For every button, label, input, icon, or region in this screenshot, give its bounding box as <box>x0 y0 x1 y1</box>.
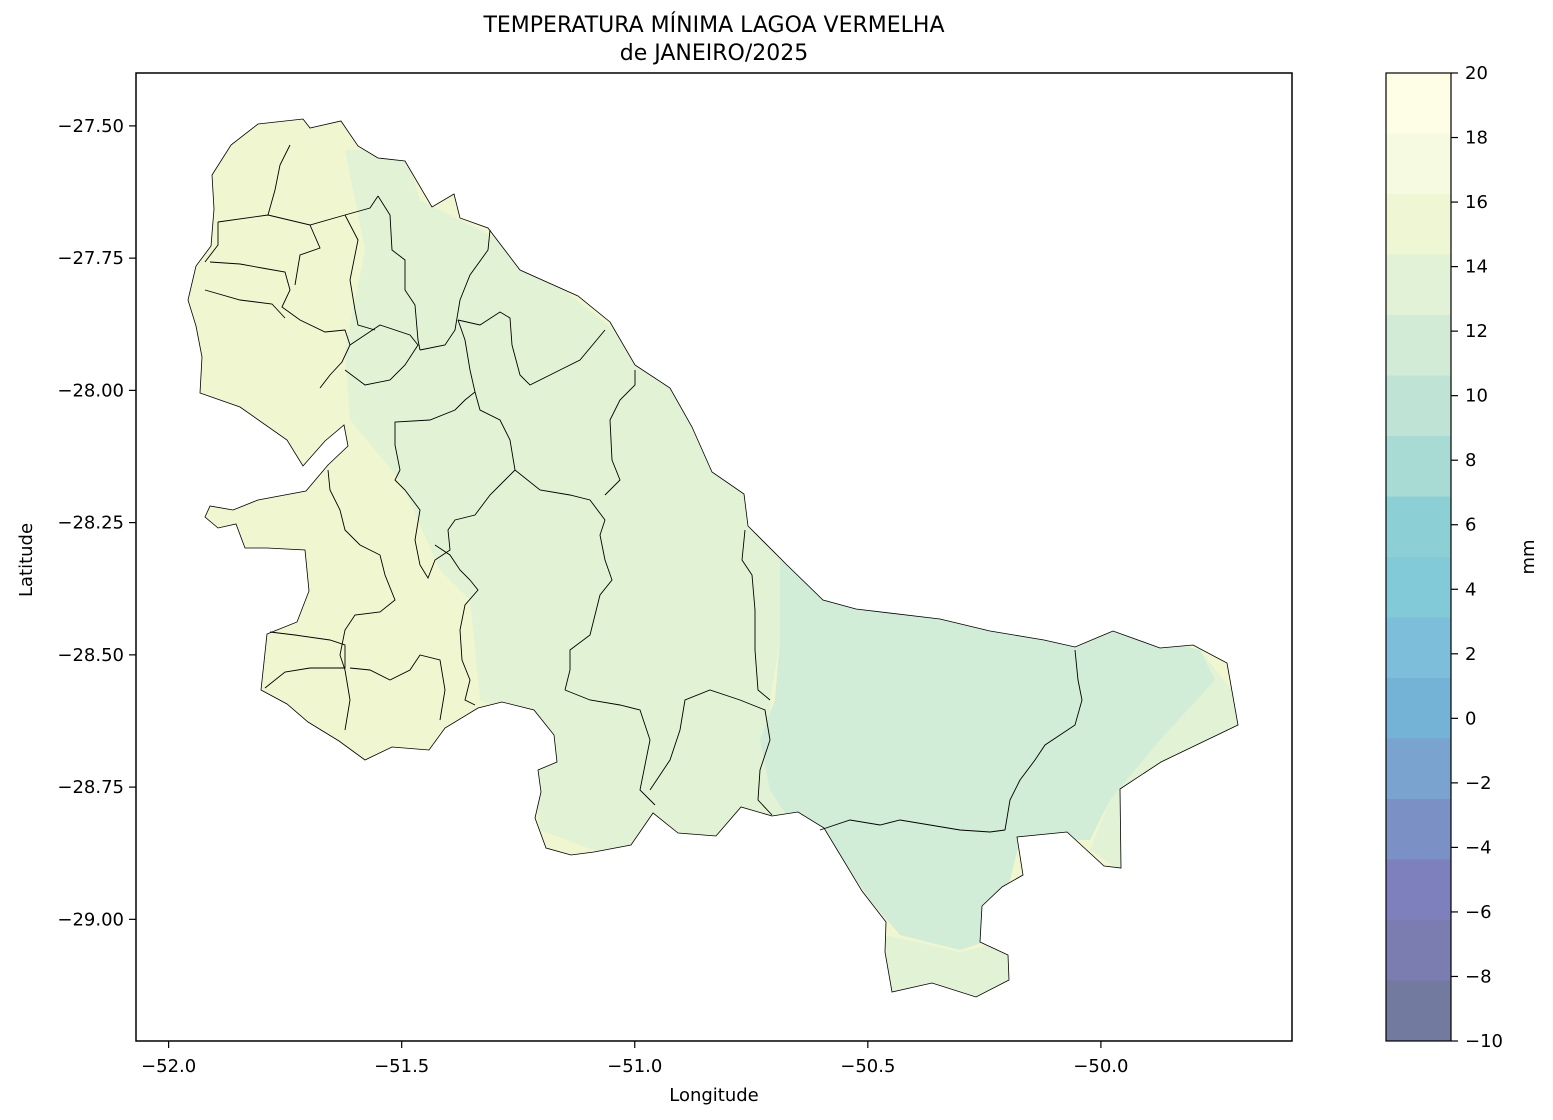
colorbar-band <box>1386 315 1451 376</box>
boundary-line <box>394 319 516 580</box>
colorbar-tick-label: 4 <box>1465 579 1476 600</box>
y-tick-label: −28.25 <box>57 513 124 534</box>
y-tick-label: −27.75 <box>57 248 124 269</box>
colorbar-band <box>1386 738 1451 800</box>
colorbar-band <box>1386 73 1451 134</box>
colorbar-band <box>1386 859 1451 921</box>
x-tick-label: −51.0 <box>607 1056 662 1077</box>
colorbar-tick-label: 12 <box>1465 321 1488 342</box>
boundary-line <box>419 229 491 351</box>
colorbar-tick-label: −2 <box>1465 773 1492 794</box>
boundary-line <box>204 222 219 263</box>
colorbar-tick-label: 18 <box>1465 128 1488 149</box>
boundary-line <box>564 689 656 806</box>
boundary-line <box>741 529 771 701</box>
x-tick-label: −52.0 <box>141 1056 196 1077</box>
boundary-line <box>344 324 419 386</box>
colorbar-tick-label: 6 <box>1465 515 1476 536</box>
boundary-line <box>204 289 286 319</box>
boundary-line <box>474 391 606 521</box>
y-axis-ticks: −27.50 −27.75 −28.00 −28.25 −28.50 −28.75 −29.… <box>57 116 136 930</box>
colorbar-band <box>1386 194 1451 255</box>
boundary-line <box>217 195 379 226</box>
y-tick-label: −28.50 <box>57 645 124 666</box>
colorbar-band <box>1386 617 1451 679</box>
colorbar-tick-label: −6 <box>1465 902 1492 923</box>
colorbar-tick-label: 20 <box>1465 63 1488 84</box>
chart-title-line-2: de JANEIRO/2025 <box>619 41 809 66</box>
boundary-line <box>294 224 321 286</box>
colorbar-band <box>1386 436 1451 497</box>
temperature-zone-center <box>345 150 800 860</box>
colorbar <box>1386 73 1451 1042</box>
boundary-line <box>264 631 346 689</box>
colorbar-tick-label: 8 <box>1465 450 1476 471</box>
boundary-line <box>819 819 1006 833</box>
colorbar-label: mm <box>1518 539 1539 574</box>
colorbar-tick-label: −8 <box>1465 966 1492 987</box>
colorbar-tick-label: 0 <box>1465 708 1476 729</box>
colorbar-band <box>1386 799 1451 860</box>
colorbar-tick-label: −10 <box>1465 1031 1503 1052</box>
boundary-line <box>564 519 613 691</box>
boundary-line <box>434 544 479 706</box>
colorbar-tick-label: −4 <box>1465 837 1492 858</box>
colorbar-tick-label: 10 <box>1465 386 1488 407</box>
chart-title-line-1: TEMPERATURA MÍNIMA LAGOA VERMELHA <box>483 13 945 38</box>
colorbar-band <box>1386 254 1451 316</box>
colorbar-band <box>1386 678 1451 739</box>
boundary-line <box>1004 649 1083 831</box>
colorbar-tick-label: 2 <box>1465 644 1476 665</box>
boundary-line <box>327 469 396 731</box>
x-tick-label: −50.0 <box>1073 1056 1128 1077</box>
boundary-line <box>457 311 606 386</box>
boundary-line <box>349 654 446 721</box>
boundary-line <box>604 370 636 496</box>
boundary-line <box>649 689 773 816</box>
x-tick-label: −51.5 <box>374 1056 429 1077</box>
boundary-line <box>209 261 351 389</box>
colorbar-band <box>1386 496 1451 558</box>
x-axis-label: Longitude <box>669 1085 759 1106</box>
boundary-line <box>267 144 291 216</box>
temperature-zone-south <box>885 935 1012 997</box>
colorbar-band <box>1386 375 1451 437</box>
y-tick-label: −27.50 <box>57 116 124 137</box>
temperature-zone-east <box>760 560 1215 950</box>
x-tick-label: −50.5 <box>840 1056 895 1077</box>
boundary-line <box>344 214 376 331</box>
colorbar-band <box>1386 557 1451 618</box>
colorbar-tick-label: 16 <box>1465 192 1488 213</box>
colorbar-tick-label: 14 <box>1465 257 1488 278</box>
x-axis-ticks: −52.0 −51.5 −51.0 −50.5 −50.0 <box>141 1041 1128 1077</box>
y-axis-label: Latitude <box>16 523 37 597</box>
colorbar-band <box>1386 980 1451 1042</box>
y-tick-label: −28.00 <box>57 380 124 401</box>
colorbar-band <box>1386 133 1451 195</box>
y-tick-label: −28.75 <box>57 777 124 798</box>
municipal-boundaries <box>204 144 1083 833</box>
y-tick-label: −29.00 <box>57 909 124 930</box>
colorbar-band <box>1386 920 1451 981</box>
colorbar-frame <box>1385 72 1452 1042</box>
boundary-line <box>377 195 421 351</box>
